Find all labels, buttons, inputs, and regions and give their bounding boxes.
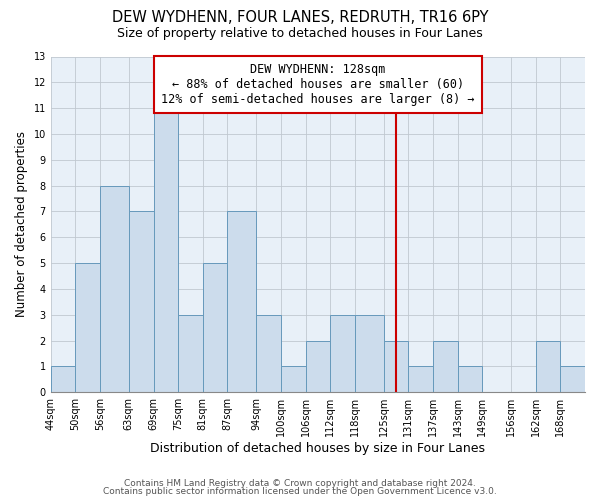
Bar bbox=[76, 263, 100, 392]
Bar bbox=[178, 314, 203, 392]
Bar bbox=[536, 340, 560, 392]
Bar bbox=[281, 366, 305, 392]
Text: Contains HM Land Registry data © Crown copyright and database right 2024.: Contains HM Land Registry data © Crown c… bbox=[124, 478, 476, 488]
Bar bbox=[433, 340, 458, 392]
Bar bbox=[409, 366, 433, 392]
Bar bbox=[355, 314, 383, 392]
Bar bbox=[305, 340, 330, 392]
Bar bbox=[100, 186, 129, 392]
Bar bbox=[458, 366, 482, 392]
Bar bbox=[256, 314, 281, 392]
Text: DEW WYDHENN: 128sqm
← 88% of detached houses are smaller (60)
12% of semi-detach: DEW WYDHENN: 128sqm ← 88% of detached ho… bbox=[161, 63, 475, 106]
Text: DEW WYDHENN, FOUR LANES, REDRUTH, TR16 6PY: DEW WYDHENN, FOUR LANES, REDRUTH, TR16 6… bbox=[112, 10, 488, 25]
Bar bbox=[383, 340, 409, 392]
Text: Size of property relative to detached houses in Four Lanes: Size of property relative to detached ho… bbox=[117, 28, 483, 40]
Bar bbox=[227, 212, 256, 392]
Bar bbox=[330, 314, 355, 392]
Bar bbox=[129, 212, 154, 392]
Text: Contains public sector information licensed under the Open Government Licence v3: Contains public sector information licen… bbox=[103, 487, 497, 496]
X-axis label: Distribution of detached houses by size in Four Lanes: Distribution of detached houses by size … bbox=[151, 442, 485, 455]
Bar bbox=[560, 366, 585, 392]
Bar bbox=[51, 366, 76, 392]
Bar bbox=[154, 108, 178, 392]
Y-axis label: Number of detached properties: Number of detached properties bbox=[15, 132, 28, 318]
Bar bbox=[203, 263, 227, 392]
